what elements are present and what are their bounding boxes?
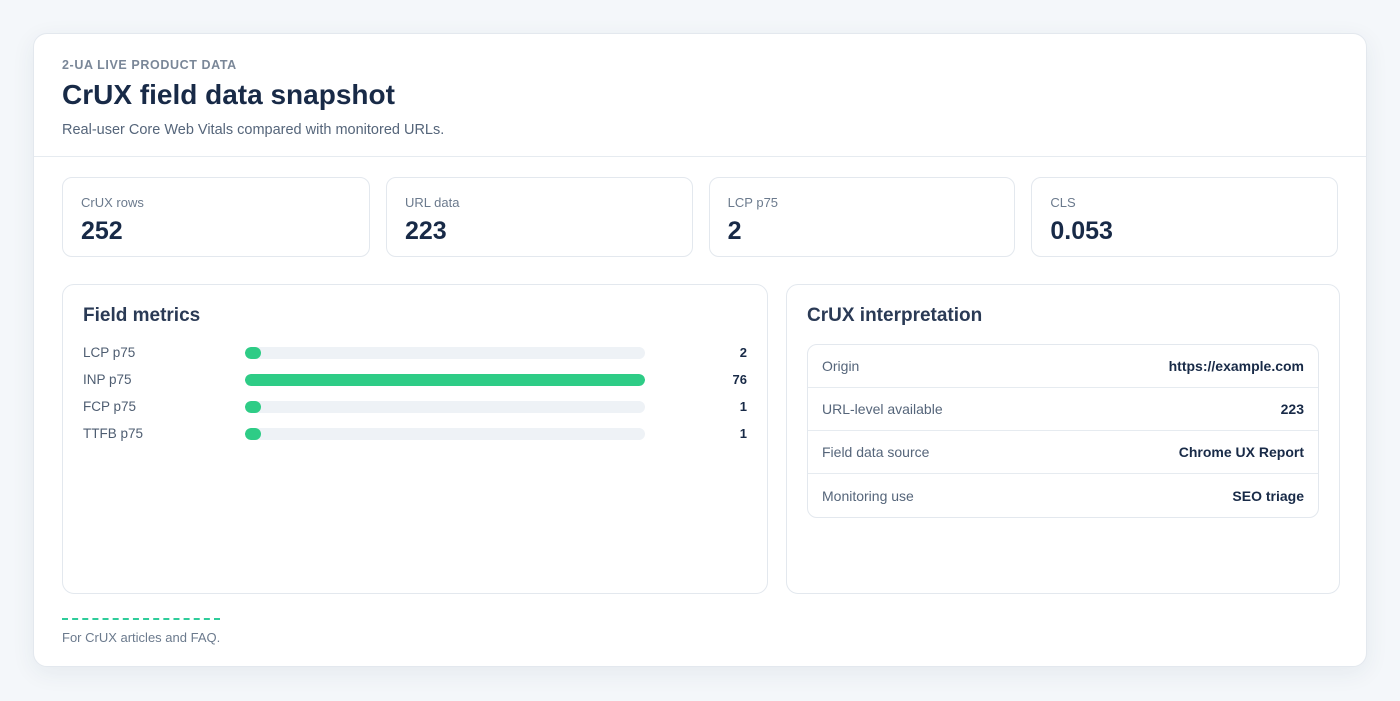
- footer-divider: [62, 618, 220, 620]
- info-value: Chrome UX Report: [1178, 444, 1304, 460]
- stats-row: CrUX rows 252 URL data 223 LCP p75 2 CLS…: [62, 177, 1339, 257]
- stat-label: URL data: [405, 195, 460, 210]
- info-key: Monitoring use: [822, 487, 914, 504]
- metric-bar-fill: [245, 346, 261, 359]
- stat-value: 0.053: [1050, 217, 1113, 245]
- field-metrics-panel: Field metrics LCP p75 2 INP p75 76 FCP p…: [62, 284, 768, 594]
- page-subtitle: Real-user Core Web Vitals compared with …: [62, 122, 445, 138]
- stat-label: CrUX rows: [81, 195, 144, 210]
- metric-row-inp: INP p75 76: [83, 366, 747, 393]
- info-value: https://example.com: [1168, 358, 1304, 374]
- metric-bar-track: [245, 400, 645, 413]
- interpretation-table: Origin https://example.com URL-level ava…: [807, 344, 1319, 518]
- info-key: URL-level available: [822, 401, 943, 417]
- metric-value: 1: [739, 399, 747, 414]
- info-key: Origin: [822, 358, 860, 374]
- metric-value: 1: [739, 426, 747, 441]
- info-key: Field data source: [822, 444, 930, 460]
- crux-interpretation-panel: CrUX interpretation Origin https://examp…: [786, 284, 1340, 594]
- footer-note: For CrUX articles and FAQ.: [62, 630, 221, 645]
- info-row-data-source: Field data source Chrome UX Report: [808, 431, 1318, 474]
- metric-bar-fill: [245, 427, 261, 440]
- metric-bar-fill: [245, 373, 645, 386]
- stat-card-url-data: URL data 223: [386, 177, 693, 257]
- metric-value: 76: [732, 372, 747, 387]
- metric-row-fcp: FCP p75 1: [83, 393, 747, 420]
- interpretation-title: CrUX interpretation: [807, 305, 983, 326]
- metric-value: 2: [739, 345, 747, 360]
- card-header: 2-UA LIVE PRODUCT DATA CrUX field data s…: [34, 34, 1366, 157]
- info-row-origin: Origin https://example.com: [808, 345, 1318, 388]
- metric-bar-track: [245, 346, 645, 359]
- snapshot-card: 2-UA LIVE PRODUCT DATA CrUX field data s…: [33, 33, 1367, 667]
- info-row-monitoring-use: Monitoring use SEO triage: [808, 474, 1318, 517]
- stat-card-cls: CLS 0.053: [1031, 177, 1339, 257]
- card-footer: For CrUX articles and FAQ.: [62, 618, 220, 645]
- stat-label: LCP p75: [727, 195, 779, 210]
- info-value: 223: [1280, 401, 1304, 417]
- metric-bar-track: [245, 427, 645, 440]
- stat-card-lcp: LCP p75 2: [708, 177, 1016, 257]
- metric-label: FCP p75: [83, 399, 137, 414]
- metric-label: LCP p75: [83, 345, 136, 360]
- stat-label: CLS: [1050, 195, 1076, 210]
- metric-bar-fill: [245, 400, 261, 413]
- metric-label: TTFB p75: [83, 426, 144, 441]
- metric-row-lcp: LCP p75 2: [83, 339, 747, 366]
- metric-row-ttfb: TTFB p75 1: [83, 420, 747, 447]
- field-metrics-title: Field metrics: [83, 305, 201, 326]
- stat-value: 252: [81, 217, 123, 245]
- stat-value: 223: [405, 217, 447, 245]
- page-title: CrUX field data snapshot: [62, 79, 395, 110]
- metric-bar-track: [245, 373, 645, 386]
- info-row-url-level: URL-level available 223: [808, 388, 1318, 431]
- eyebrow-label: 2-UA LIVE PRODUCT DATA: [62, 58, 237, 72]
- stat-value: 2: [727, 217, 742, 245]
- info-value: SEO triage: [1232, 487, 1304, 504]
- metrics-list: LCP p75 2 INP p75 76 FCP p75 1 TTFB p75 …: [83, 339, 747, 447]
- metric-label: INP p75: [83, 372, 132, 387]
- stat-card-crux-rows: CrUX rows 252: [62, 177, 370, 257]
